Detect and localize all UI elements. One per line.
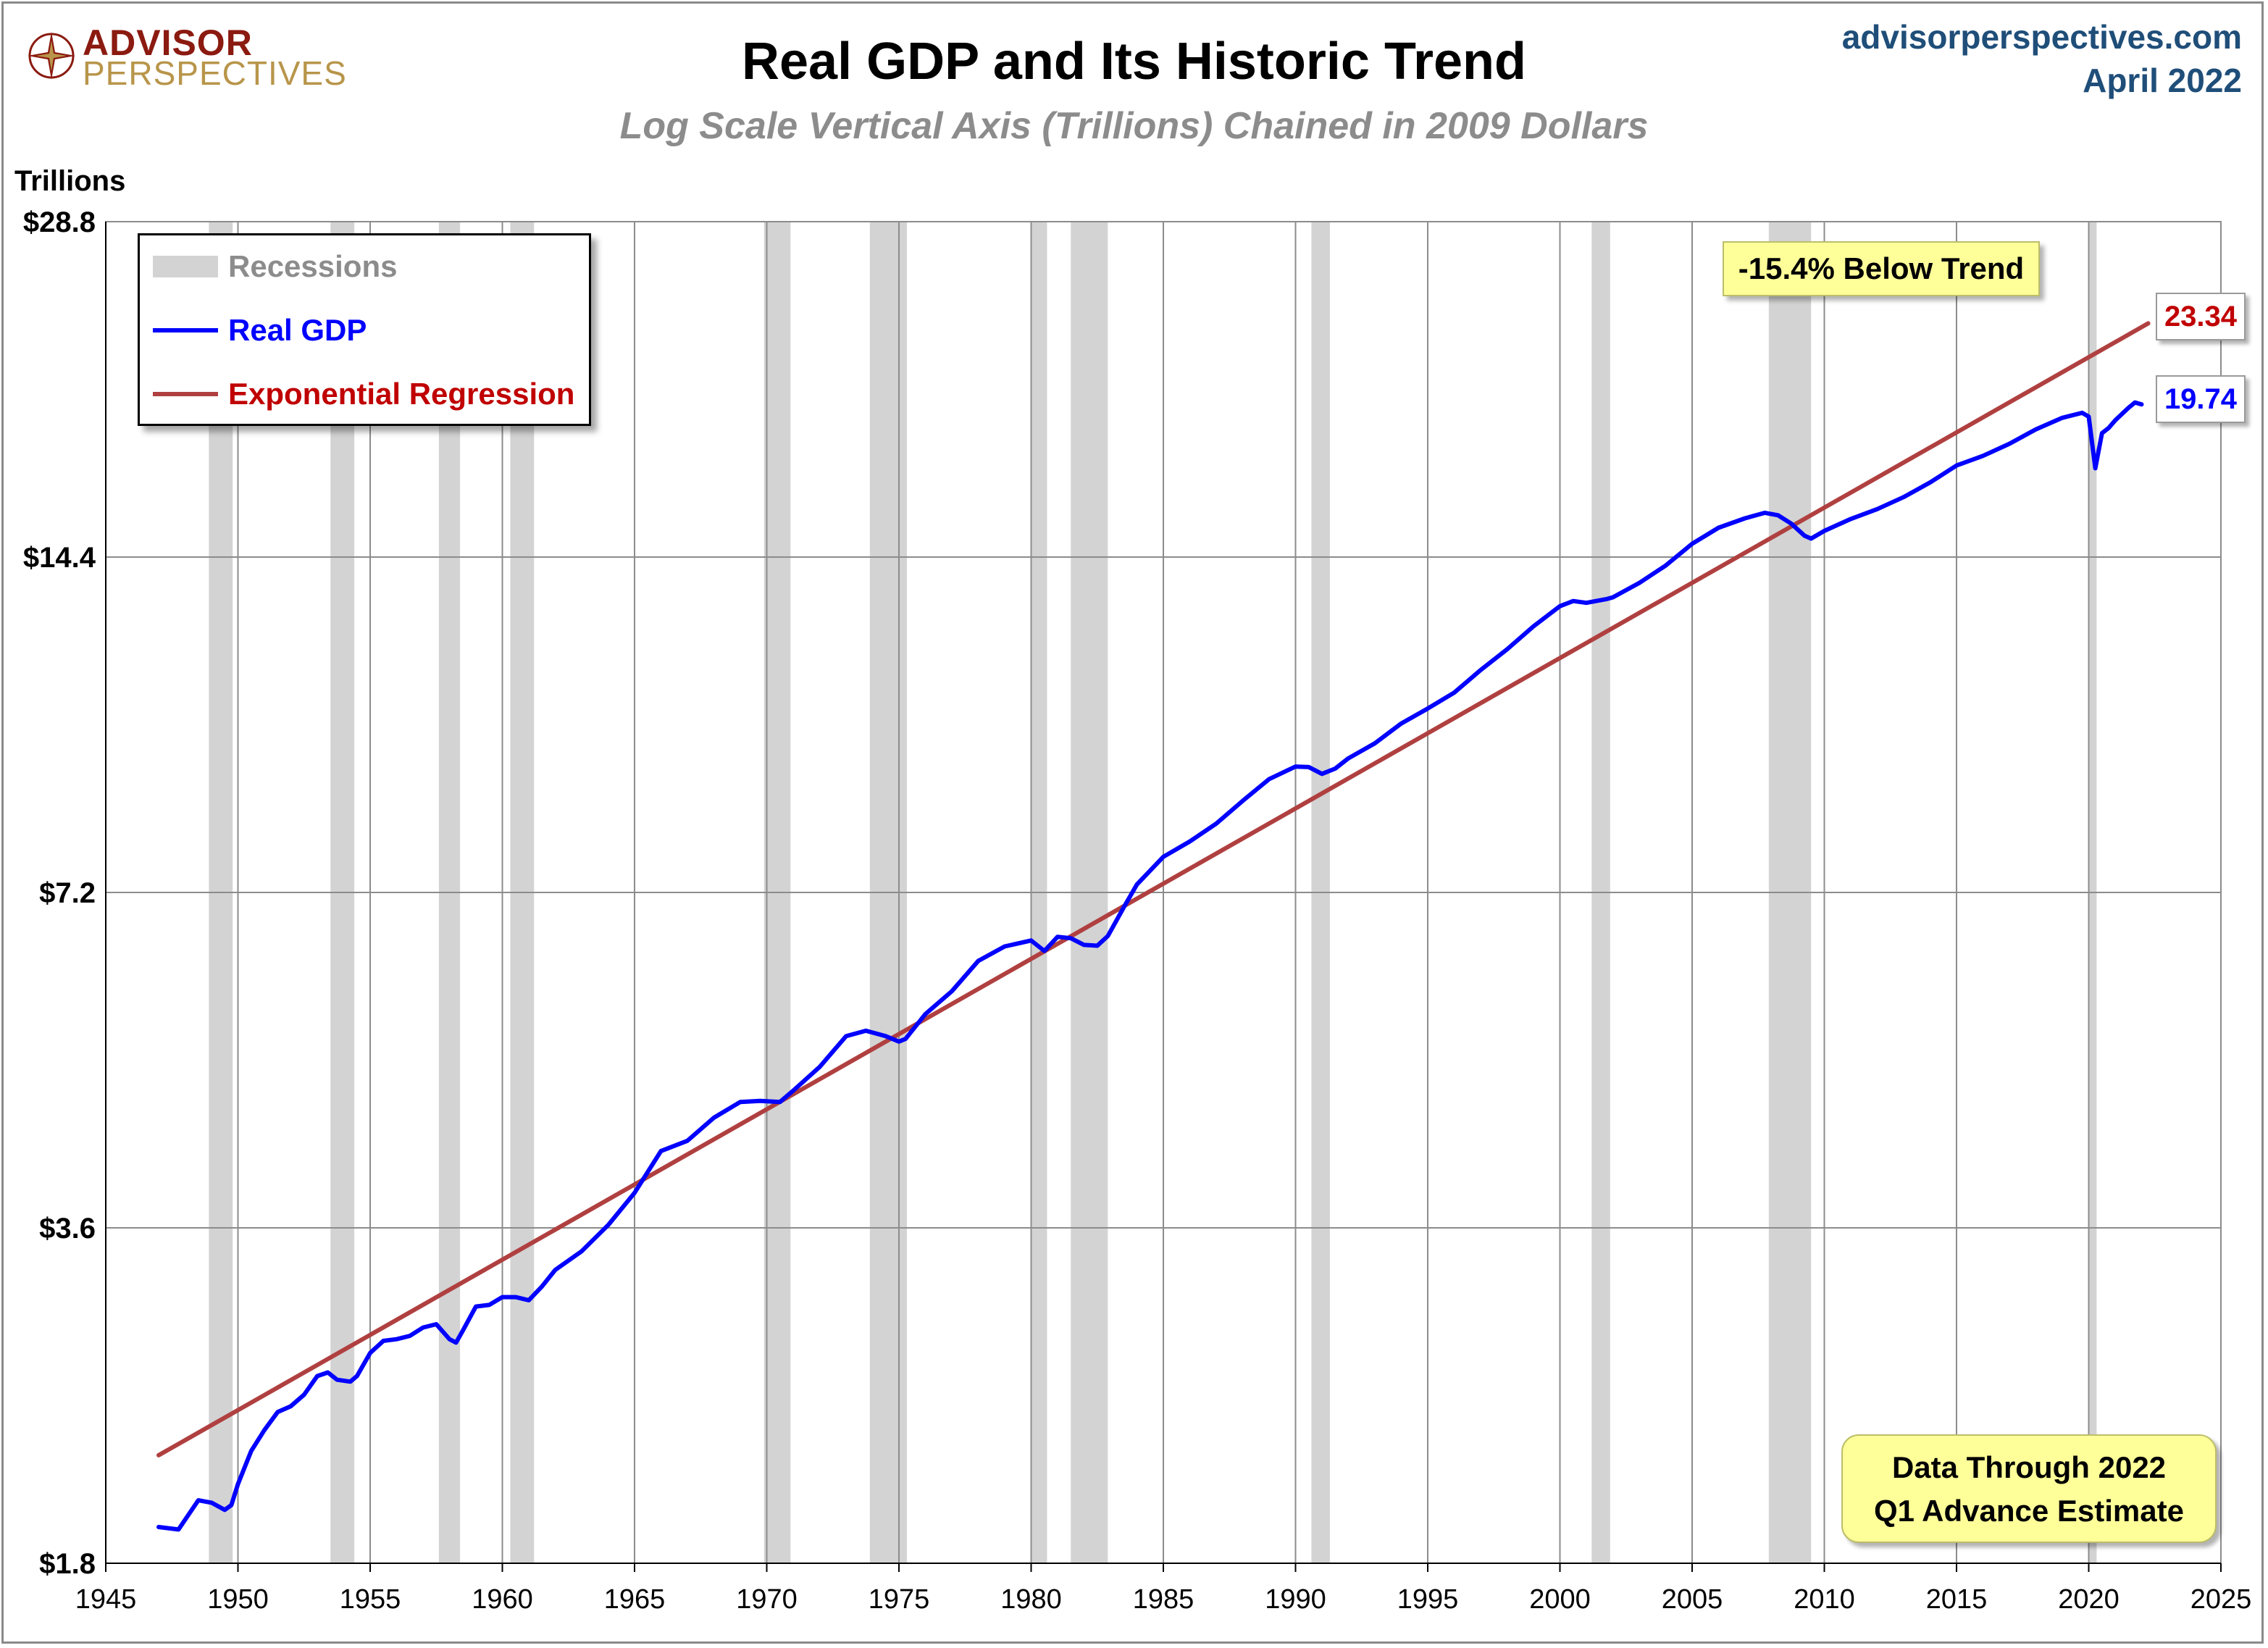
y-tick-label: $28.8 (23, 206, 96, 238)
source-site: advisorperspectives.com (1841, 18, 2242, 56)
chart-legend: Recessions Real GDP Exponential Regressi… (138, 233, 591, 426)
legend-swatch-recessions (153, 256, 218, 277)
x-tick-label: 1955 (340, 1584, 401, 1615)
legend-item-recessions: Recessions (153, 246, 580, 289)
y-tick-label: $7.2 (39, 877, 96, 909)
y-axis-label: Trillions (14, 165, 126, 197)
y-tick-label: $14.4 (23, 542, 96, 574)
y-tick-label: $1.8 (39, 1548, 96, 1580)
x-tick-label: 2020 (2058, 1584, 2120, 1615)
x-tick-labels: 1945 1950 1955 1960 1965 1970 1975 1980 1985 1990… (75, 1584, 2252, 1615)
legend-label-recessions: Recessions (228, 249, 398, 283)
data-through-note: Data Through 2022 Q1 Advance Estimate (1841, 1434, 2217, 1543)
x-tick-label: 1990 (1265, 1584, 1326, 1615)
compass-icon (28, 32, 75, 80)
legend-swatch-regression (153, 392, 218, 396)
legend-label-real-gdp: Real GDP (228, 313, 367, 347)
advisor-perspectives-logo: ADVISOR PERSPECTIVES (26, 22, 346, 91)
x-tick-label: 1965 (604, 1584, 666, 1615)
y-tick-labels: $1.8 $3.6 $7.2 $14.4 $28.8 (23, 206, 96, 1580)
x-tick-label: 1995 (1397, 1584, 1459, 1615)
x-tick-label: 1970 (736, 1584, 798, 1615)
logo-wordmark-top: ADVISOR (83, 22, 253, 63)
x-tick-label: 1980 (1000, 1584, 1062, 1615)
x-tick-label: 2005 (1662, 1584, 1723, 1615)
logo-wordmark-bottom: PERSPECTIVES (83, 54, 347, 92)
gdp-end-value-label: 19.74 (2156, 375, 2246, 423)
below-trend-callout: -15.4% Below Trend (1723, 241, 2040, 296)
x-tick-label: 2025 (2190, 1584, 2252, 1615)
axes (105, 221, 2222, 1572)
x-tick-label: 1985 (1133, 1584, 1194, 1615)
real-gdp-line (156, 400, 2144, 1532)
chart-subtitle: Log Scale Vertical Axis (Trillions) Chai… (619, 105, 1649, 147)
x-tick-label: 1960 (472, 1584, 533, 1615)
series-lines (156, 321, 2151, 1532)
note-line-1: Data Through 2022 (1891, 1450, 2167, 1484)
x-tick-label: 2000 (1529, 1584, 1591, 1615)
legend-item-regression: Exponential Regression (153, 373, 580, 417)
publish-date: April 2022 (2083, 62, 2242, 99)
trend-end-value-label: 23.34 (2156, 293, 2246, 340)
note-line-2: Q1 Advance Estimate (1874, 1494, 2184, 1528)
legend-item-real-gdp: Real GDP (153, 309, 580, 353)
legend-label-regression: Exponential Regression (228, 377, 575, 411)
x-tick-label: 1975 (869, 1584, 930, 1615)
chart-title: Real GDP and Its Historic Trend (742, 33, 1526, 91)
x-tick-label: 1950 (207, 1584, 269, 1615)
exponential-regression-line (156, 321, 2151, 1457)
x-tick-label: 2015 (1926, 1584, 1988, 1615)
y-tick-label: $3.6 (39, 1213, 96, 1245)
legend-swatch-real-gdp (153, 328, 218, 332)
x-tick-label: 2010 (1794, 1584, 1855, 1615)
x-tick-label: 1945 (75, 1584, 137, 1615)
